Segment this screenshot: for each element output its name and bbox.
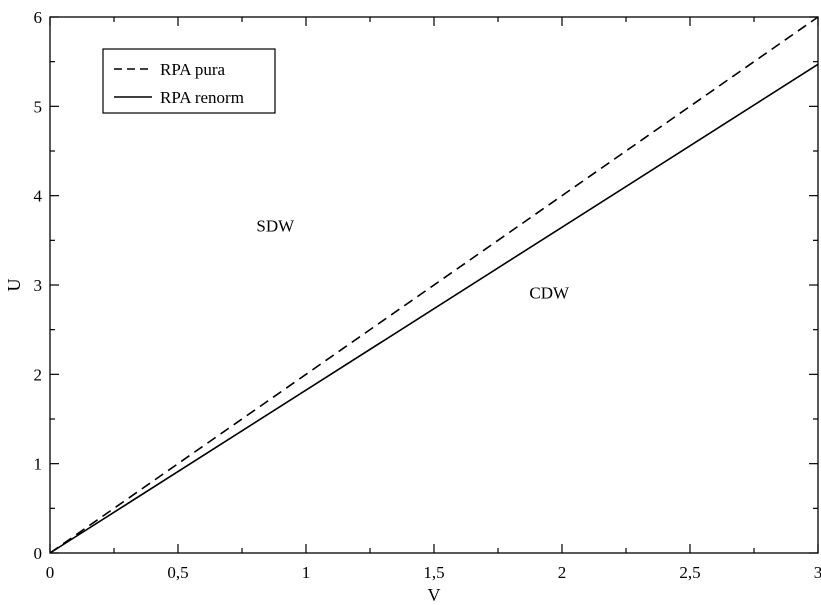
legend-box	[102, 48, 276, 114]
x-tick-label: 3	[814, 563, 821, 582]
y-tick-label: 1	[34, 455, 43, 474]
series-line-rpa-renorm	[49, 63, 819, 554]
y-axis-label: U	[4, 279, 24, 292]
y-tick-label: 0	[34, 544, 43, 563]
x-tick-label: 2,5	[679, 563, 700, 582]
x-tick-label: 2	[558, 563, 567, 582]
annotations: SDW CDW	[256, 216, 570, 302]
legend-label-rpa-pura: RPA pura	[160, 60, 225, 79]
y-tick-label: 2	[34, 365, 43, 384]
series-group	[49, 16, 819, 554]
x-tick-label: 1	[302, 563, 311, 582]
region-label-sdw: SDW	[256, 216, 295, 235]
series-line-rpa-pura	[49, 16, 819, 554]
y-tick-label: 3	[34, 276, 43, 295]
y-tick-label: 6	[34, 8, 43, 27]
legend-label-rpa-renorm: RPA renorm	[160, 88, 244, 107]
region-label-cdw: CDW	[529, 283, 570, 302]
x-tick-label: 0,5	[167, 563, 188, 582]
y-tick-label: 4	[34, 187, 43, 206]
legend: RPA pura RPA renorm	[102, 48, 276, 114]
x-tick-label: 0	[46, 563, 55, 582]
y-tick-label: 5	[34, 97, 43, 116]
ticks: 0 0,5 1 1,5 2 2,5 3 0 1 2 3 4 5 6	[34, 8, 821, 582]
x-axis-label: V	[428, 585, 441, 605]
x-tick-label: 1,5	[423, 563, 444, 582]
